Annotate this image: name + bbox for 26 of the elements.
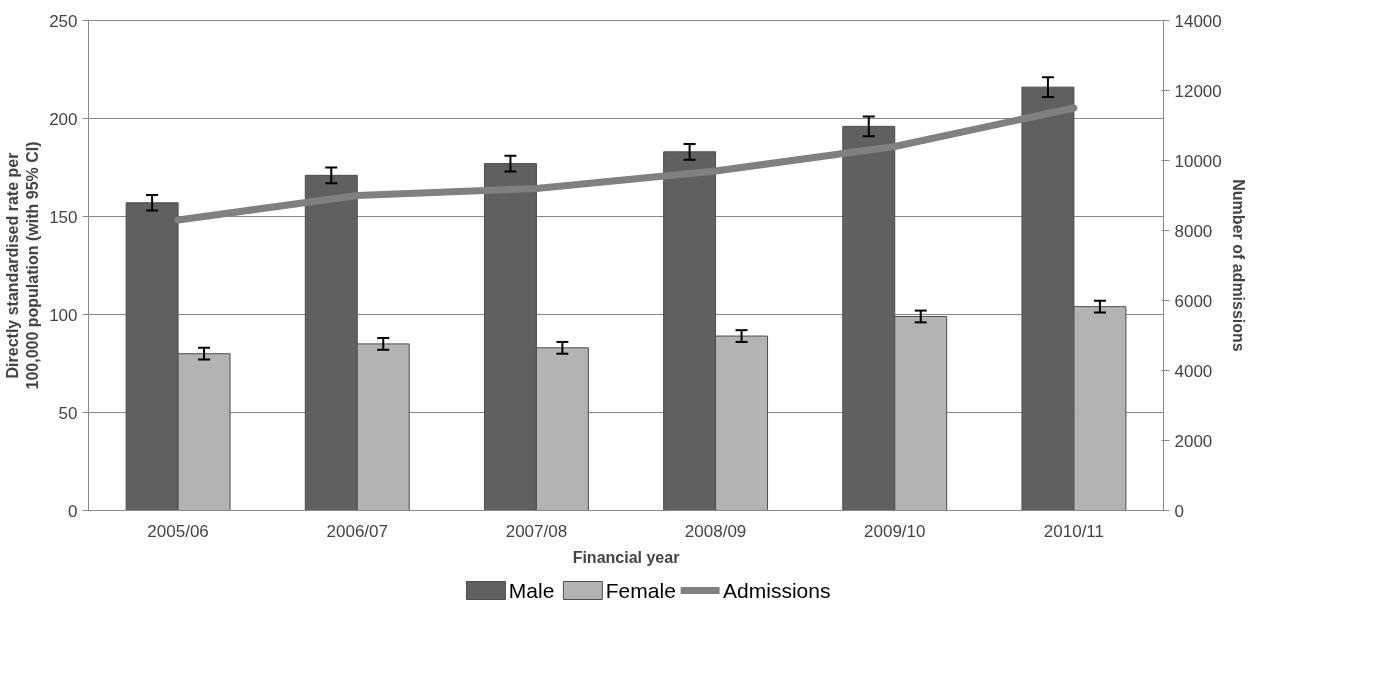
legend-label: Admissions	[723, 579, 831, 602]
y2-tick-label: 10000	[1174, 151, 1222, 171]
x-axis-title: Financial year	[572, 548, 680, 566]
legend-label: Male	[508, 579, 555, 602]
y2-tick-label: 8000	[1174, 221, 1213, 241]
y2-tick-label: 6000	[1174, 291, 1213, 311]
y2-tick-label: 2000	[1174, 431, 1213, 451]
y-axis-title: Directly standardised rate per 100,000 population (with 95% CI)	[3, 141, 42, 390]
y-tick-label: 250	[49, 11, 78, 31]
y-tick-label: 200	[49, 109, 78, 129]
y-tick-label: 50	[58, 403, 78, 423]
y2-tick-label: 12000	[1174, 81, 1222, 101]
x-tick-label: 2006/07	[326, 521, 388, 541]
y-tick-label: 100	[49, 305, 78, 325]
y2-axis-title: Number of admissions	[1229, 179, 1247, 352]
x-tick-label: 2009/10	[864, 521, 926, 541]
x-tick-label: 2007/08	[505, 521, 568, 541]
y2-tick-label: 14000	[1174, 11, 1222, 31]
y2-tick-label: 0	[1174, 501, 1184, 521]
y-tick-label: 150	[49, 207, 78, 227]
legend-label: Female	[605, 579, 676, 602]
x-tick-label: 2005/06	[147, 521, 209, 541]
x-tick-label: 2010/11	[1043, 521, 1105, 541]
y-tick-label: 0	[68, 501, 78, 521]
x-tick-label: 2008/09	[684, 521, 747, 541]
y2-tick-label: 4000	[1174, 361, 1213, 381]
